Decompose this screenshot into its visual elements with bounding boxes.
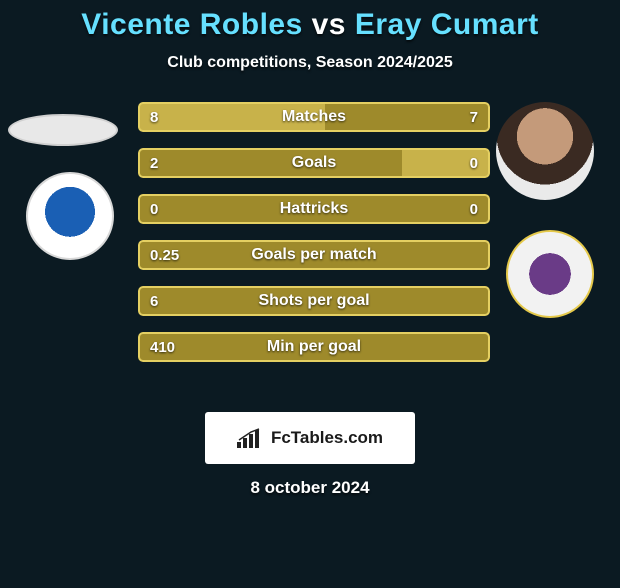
stat-value-right <box>466 240 490 270</box>
title-player-right: Eray Cumart <box>355 8 539 41</box>
stat-label: Goals <box>138 148 490 178</box>
stat-label: Min per goal <box>138 332 490 362</box>
stat-value-left: 6 <box>138 286 170 316</box>
stat-label: Hattricks <box>138 194 490 224</box>
player-left-avatar <box>8 114 118 146</box>
comparison-title: Vicente Robles vs Eray Cumart <box>0 8 620 42</box>
stat-row: Matches8 7 <box>138 102 490 132</box>
player-left-club-badge <box>26 172 114 260</box>
player-right-club-badge <box>506 230 594 318</box>
stat-bars: Matches87Goals20Hattricks00Goals per mat… <box>138 102 490 362</box>
stat-value-left: 0.25 <box>138 240 191 270</box>
stat-value-right: 0 <box>458 148 490 178</box>
brand-icon <box>237 428 265 448</box>
date: 8 october 2024 <box>0 478 620 498</box>
stat-row: Shots per goal6 <box>138 286 490 316</box>
stat-value-left: 8 <box>138 102 170 132</box>
stat-label: Shots per goal <box>138 286 490 316</box>
stat-label: Matches <box>138 102 490 132</box>
subtitle: Club competitions, Season 2024/2025 <box>0 54 620 72</box>
stat-row: Goals2 0 <box>138 148 490 178</box>
stat-value-left: 0 <box>138 194 170 224</box>
stat-value-right <box>466 286 490 316</box>
stat-row: Min per goal410 <box>138 332 490 362</box>
stat-value-right: 0 <box>458 194 490 224</box>
stat-value-left: 2 <box>138 148 170 178</box>
stat-value-right: 7 <box>458 102 490 132</box>
stat-value-left: 410 <box>138 332 187 362</box>
player-right-avatar <box>496 102 594 200</box>
stat-value-right <box>466 332 490 362</box>
comparison-area: Matches87Goals20Hattricks00Goals per mat… <box>0 102 620 402</box>
title-player-left: Vicente Robles <box>81 8 303 41</box>
brand-label: FcTables.com <box>271 428 383 448</box>
brand-box: FcTables.com <box>205 412 415 464</box>
stat-row: Hattricks0 0 <box>138 194 490 224</box>
title-vs: vs <box>312 8 355 41</box>
stat-row: Goals per match0.25 <box>138 240 490 270</box>
